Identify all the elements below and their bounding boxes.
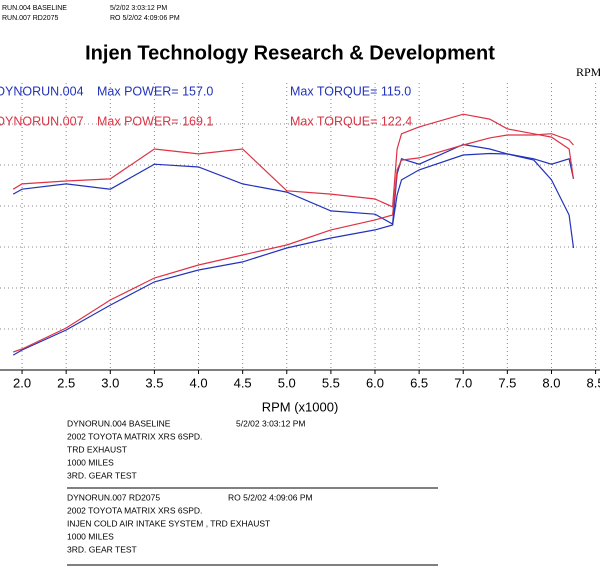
note-line: TRD EXHAUST — [67, 444, 127, 454]
header-time: 5/2/02 3:03:12 PM — [110, 5, 167, 12]
x-axis-label: RPM (x1000) — [262, 399, 339, 414]
x-tick-label: 7.0 — [454, 375, 472, 390]
note-stamp: 5/2/02 3:03:12 PM — [236, 418, 305, 428]
legend-name: DYNORUN.004 — [0, 84, 84, 98]
note-line: INJEN COLD AIR INTAKE SYSTEM , TRD EXHAU… — [67, 518, 270, 528]
x-tick-label: 2.5 — [57, 375, 75, 390]
legend-power: Max POWER= 157.0 — [97, 84, 213, 98]
x-tick-label: 7.5 — [498, 375, 516, 390]
note-stamp: RO 5/2/02 4:09:06 PM — [228, 492, 313, 502]
x-tick-label: 5.0 — [278, 375, 296, 390]
power-line — [12, 152, 575, 356]
x-tick-label: 5.5 — [322, 375, 340, 390]
note-line: DYNORUN.004 BASELINE — [67, 418, 171, 428]
legend-torque: Max TORQUE= 115.0 — [290, 84, 411, 98]
note-line: 3RD. GEAR TEST — [67, 470, 137, 480]
chart-title: Injen Technology Research & Development — [85, 42, 495, 64]
note-line: DYNORUN.007 RD2075 — [67, 492, 160, 502]
unit-label: RPM — [576, 65, 600, 79]
header-run: RUN.004 BASELINE — [2, 5, 67, 12]
x-tick-label: 3.0 — [101, 375, 119, 390]
header-time: RO 5/2/02 4:09:06 PM — [110, 15, 180, 22]
power-line — [13, 133, 574, 353]
note-line: 2002 TOYOTA MATRIX XRS 6SPD. — [67, 505, 202, 515]
torque-line — [12, 113, 575, 208]
x-tick-label: 8.0 — [542, 375, 560, 390]
note-line: 3RD. GEAR TEST — [67, 544, 137, 554]
x-tick-label: 3.5 — [145, 375, 163, 390]
note-line: 2002 TOYOTA MATRIX XRS 6SPD. — [67, 431, 202, 441]
x-tick-label: 2.0 — [13, 375, 31, 390]
x-tick-label: 6.0 — [366, 375, 384, 390]
header-run: RUN.007 RD2075 — [2, 15, 59, 22]
torque-line — [12, 143, 575, 225]
x-tick-label: 8.5 — [587, 375, 600, 390]
legend-power: Max POWER= 169.1 — [97, 114, 213, 128]
legend-torque: Max TORQUE= 122.4 — [290, 114, 412, 128]
x-tick-label: 4.5 — [234, 375, 252, 390]
note-line: 1000 MILES — [67, 457, 114, 467]
x-tick-label: 4.0 — [189, 375, 207, 390]
note-line: 1000 MILES — [67, 531, 114, 541]
x-tick-label: 6.5 — [410, 375, 428, 390]
legend-name: DYNORUN.007 — [0, 114, 84, 128]
